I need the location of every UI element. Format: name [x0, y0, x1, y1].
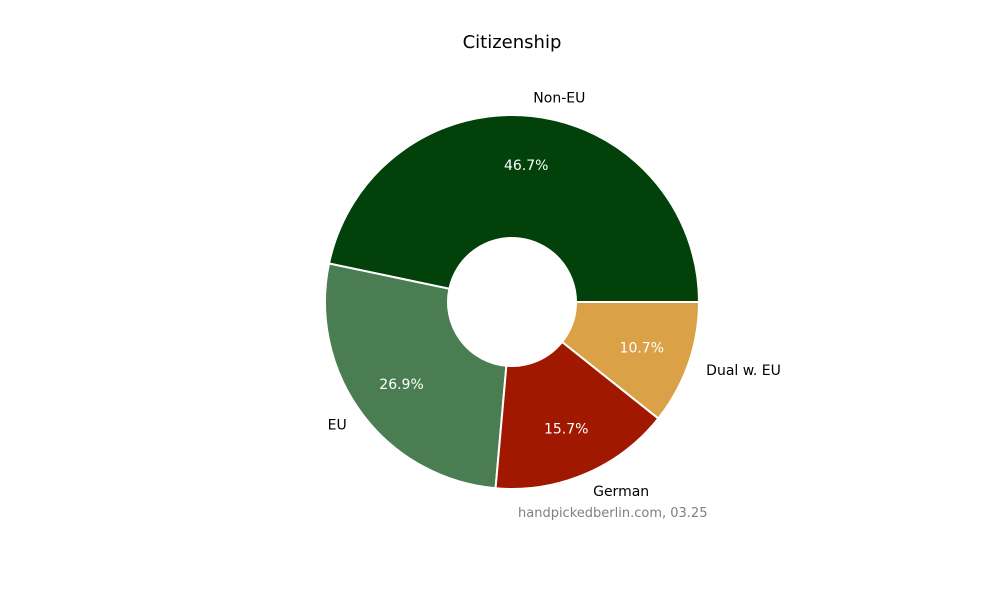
slice-percent-label: 15.7% [544, 421, 588, 437]
slice-percent-label: 26.9% [379, 377, 423, 393]
slice-eu [324, 262, 508, 490]
slice-category-label: Dual w. EU [706, 363, 781, 379]
slice-category-label: German [593, 484, 649, 500]
chart-title: Citizenship [462, 32, 562, 53]
slice-dual-eu [560, 301, 701, 420]
slice-category-label: EU [328, 417, 347, 433]
source-annotation: handpickedberlin.com, 03.25 [518, 506, 707, 521]
slice-percent-label: 46.7% [504, 158, 548, 174]
slice-non-eu [327, 114, 701, 303]
slice-german [494, 340, 660, 490]
slice-percent-label: 10.7% [620, 340, 664, 356]
slice-category-label: Non-EU [533, 90, 585, 106]
